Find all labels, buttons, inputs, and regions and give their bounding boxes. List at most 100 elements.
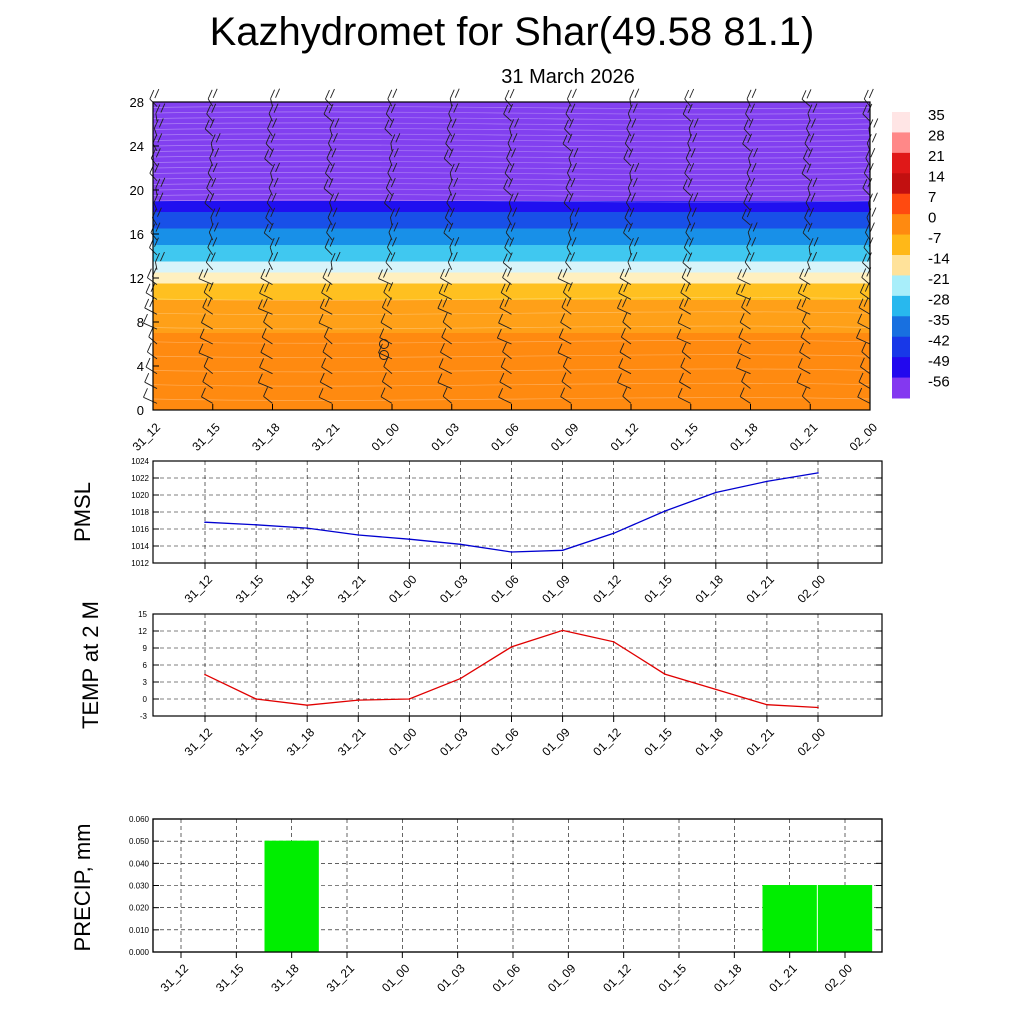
temp-point-9 — [663, 673, 666, 675]
cs-ytick-label-2: 8 — [137, 315, 144, 330]
colorbar-swatch-3 — [892, 173, 910, 195]
temp-point-10 — [715, 688, 717, 691]
temp-ytick-label-5: 12 — [138, 627, 147, 636]
wind-barbs — [143, 88, 879, 404]
pmsl-xtick-label-2: 31_18 — [284, 572, 318, 606]
contour-line-5 — [152, 171, 871, 176]
colorbar-label-3: 14 — [928, 169, 945, 186]
temp-point-1 — [255, 698, 257, 700]
colorbar-label-11: -42 — [928, 333, 950, 350]
band-3 — [153, 283, 870, 300]
pmsl-xtick-label-7: 01_09 — [539, 572, 573, 606]
contour-low-3 — [152, 354, 871, 358]
colorbar-swatch-1 — [892, 132, 910, 154]
temp-ytick-label-3: 6 — [143, 661, 148, 670]
pmsl-point-7 — [561, 549, 564, 552]
temp-point-3 — [357, 699, 360, 701]
contour-line-8 — [152, 155, 871, 159]
contour-low-6 — [152, 311, 871, 315]
cs-xtick-label-7: 01_09 — [548, 420, 582, 454]
cs-xtick-label-9: 01_15 — [667, 420, 701, 454]
pmsl-xtick-label-4: 01_00 — [386, 572, 420, 606]
precip-xtick-label-1: 31_15 — [213, 961, 247, 995]
pmsl-xtick-label-9: 01_15 — [641, 572, 675, 606]
pmsl-xtick-label-12: 02_00 — [795, 572, 829, 606]
precip-xtick-label-2: 31_18 — [268, 961, 302, 995]
colorbar-swatch-8 — [892, 275, 910, 297]
contour-line-11 — [152, 138, 871, 143]
temp-xtick-label-6: 01_06 — [488, 725, 522, 759]
temp-point-7 — [561, 629, 564, 632]
pmsl-xtick-label-1: 31_15 — [233, 572, 267, 606]
precip-plot: 0.000 0.010 0.020 0.030 0.040 0.050 0.060 — [129, 815, 883, 958]
precip-xtick-label-6: 01_06 — [490, 961, 524, 995]
cs-xtick-label-11: 01_21 — [787, 420, 821, 454]
pmsl-ytick-label-3: 1018 — [131, 508, 149, 517]
contour-line-13 — [152, 127, 871, 132]
precip-bar-12 — [817, 885, 873, 953]
temp-xtick-label-7: 01_09 — [539, 725, 573, 759]
pmsl-xtick-label-6: 01_06 — [488, 572, 522, 606]
pmsl-point-11 — [766, 480, 768, 483]
colorbar-swatch-9 — [892, 295, 910, 317]
temp-point-5 — [459, 677, 462, 680]
precip-ylabel: PRECIP, mm — [70, 824, 95, 952]
colorbar-swatch-11 — [892, 336, 910, 358]
precip-xtick-label-11: 01_21 — [766, 961, 800, 995]
pmsl-point-6 — [510, 551, 513, 553]
calm-circle-1 — [379, 339, 389, 349]
band-2 — [153, 300, 870, 333]
temp-ytick-label-2: 3 — [143, 678, 148, 687]
colorbar-swatch-6 — [892, 234, 910, 256]
pmsl-point-3 — [357, 534, 360, 536]
cs-xtick-label-5: 01_03 — [428, 420, 462, 454]
temp-xtick-label-2: 31_18 — [284, 725, 318, 759]
contour-line-2 — [152, 188, 871, 192]
temp-point-11 — [766, 703, 768, 706]
precip-ytick-label-5: 0.050 — [129, 837, 150, 846]
temp-ytick-label-4: 9 — [143, 644, 148, 653]
contour-line-3 — [152, 182, 871, 187]
cs-xtick-label-8: 01_12 — [608, 420, 642, 454]
pmsl-xtick-label-8: 01_12 — [590, 572, 624, 606]
temp-point-12 — [817, 706, 819, 709]
pmsl-point-9 — [663, 510, 666, 512]
band-1 — [153, 333, 870, 388]
precip-xtick-label-9: 01_15 — [656, 961, 690, 995]
colorbar-label-9: -28 — [928, 292, 950, 309]
pmsl-ytick-label-2: 1016 — [131, 525, 149, 534]
precip-xtick-label-12: 02_00 — [822, 961, 856, 995]
cs-xtick-label-3: 31_21 — [309, 420, 343, 454]
pmsl-xtick-label-11: 01_21 — [744, 572, 778, 606]
temp-point-4 — [408, 698, 411, 700]
cs-xtick-label-12: 02_00 — [847, 420, 881, 454]
temp-xtick-label-0: 31_12 — [182, 725, 216, 759]
contour-line-0 — [152, 199, 871, 203]
pmsl-point-12 — [817, 472, 819, 474]
temp-xtick-label-11: 01_21 — [744, 725, 778, 759]
colorbar-swatch-13 — [892, 377, 910, 399]
band-9 — [153, 201, 870, 212]
colorbar-swatch-4 — [892, 193, 910, 215]
pmsl-point-0 — [204, 521, 206, 523]
colorbar-label-12: -49 — [928, 353, 950, 370]
temp-xtick-label-10: 01_18 — [692, 725, 726, 759]
temp-ytick-label-6: 15 — [138, 610, 147, 619]
temp-xtick-label-3: 31_21 — [335, 725, 369, 759]
contour-line-10 — [152, 144, 871, 148]
precip-xtick-label-4: 01_00 — [379, 961, 413, 995]
precip-xtick-label-10: 01_18 — [711, 961, 745, 995]
cs-ytick-label-0: 0 — [137, 403, 144, 418]
band-4 — [153, 272, 870, 284]
contour-low-2 — [152, 368, 871, 373]
colorbar-swatch-12 — [892, 357, 910, 379]
temp-xtick-label-9: 01_15 — [641, 725, 675, 759]
pmsl-point-5 — [459, 543, 462, 546]
cs-ytick-label-7: 28 — [130, 95, 144, 110]
cs-xtick-label-6: 01_06 — [488, 420, 522, 454]
band-8 — [153, 212, 870, 229]
colorbar-label-2: 21 — [928, 148, 945, 165]
temp-xtick-label-4: 01_00 — [386, 725, 420, 759]
